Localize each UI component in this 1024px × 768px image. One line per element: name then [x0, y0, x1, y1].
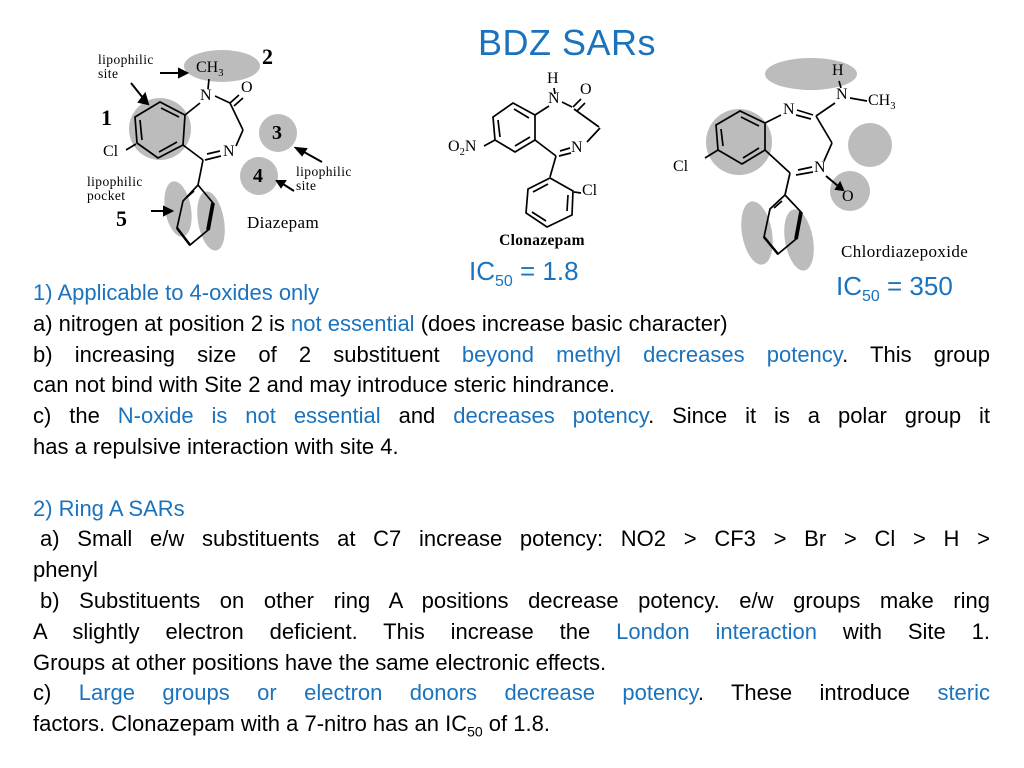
text-segment: and: [380, 403, 454, 429]
lipophilic-site-right-label: lipophilic site: [296, 164, 352, 193]
chlordiazepoxide-structure: H N CH3 N N O Cl Chlordiazepoxide IC50 =…: [665, 45, 1005, 305]
body-line: c) Large groups or electron donors decre…: [33, 678, 990, 709]
text-segment: (does increase basic character): [414, 310, 728, 336]
clonazepam-structure: H N O O2N N Cl Clonazepam IC50 = 1.8: [440, 65, 670, 300]
text-segment: factors. Clonazepam with a 7-nitro has a…: [33, 711, 468, 737]
diazepam-structure-drawing: [125, 50, 323, 251]
text-segment: . Since it is a polar group it: [648, 403, 990, 429]
text-segment: a) Small e/w substituents at C7 increase…: [40, 526, 990, 552]
body-line: 2) Ring A SARs: [33, 494, 990, 525]
n-oxide-arrow: [825, 175, 845, 192]
clonazepam-cl-label: Cl: [582, 182, 598, 199]
site-4-number: 4: [253, 165, 263, 187]
body-line: Groups at other positions have the same …: [33, 648, 990, 679]
body-line: A slightly electron deficient. This incr…: [33, 617, 990, 648]
diazepam-cl-label: Cl: [103, 143, 119, 160]
page-title: BDZ SARs: [478, 22, 657, 63]
chlordiazepoxide-amine-n-label: N: [836, 86, 848, 103]
text-segment: steric: [937, 680, 990, 706]
body-line: 1) Applicable to 4-oxides only: [33, 278, 990, 309]
body-line: phenyl: [33, 555, 990, 586]
lipophilic-site-top-label: lipophilic site: [98, 52, 154, 81]
text-segment: c): [33, 680, 79, 706]
body-line: a) nitrogen at position 2 is not essenti…: [33, 309, 990, 340]
diazepam-name: Diazepam: [247, 213, 320, 232]
chlordiazepoxide-oxide-o-label: O: [842, 188, 854, 205]
chlordiazepoxide-h-label: H: [832, 62, 844, 79]
lipophilic-pocket-label: lipophilic pocket: [87, 174, 143, 203]
diazepam-ch3-label: CH3: [196, 59, 224, 80]
text-segment: 1) Applicable to 4-oxides only: [33, 280, 320, 305]
clonazepam-name: Clonazepam: [499, 232, 585, 249]
text-segment: beyond methyl decreases potency: [461, 341, 843, 367]
chlordiazepoxide-n4-label: N: [814, 159, 826, 176]
text-segment: Large groups or electron donors decrease…: [78, 680, 698, 706]
clonazepam-h-label: H: [547, 70, 559, 87]
site-5-number: 5: [116, 206, 127, 231]
text-segment: has a repulsive interaction with site 4.: [33, 433, 399, 459]
text-segment: N-oxide is not essential: [117, 403, 381, 429]
text-segment: 50: [467, 723, 483, 740]
body-line: can not bind with Site 2 and may introdu…: [33, 370, 990, 401]
text-segment: not essential: [291, 310, 415, 336]
chlordiazepoxide-ic50: IC50 = 350: [836, 271, 953, 306]
text-segment: A slightly electron deficient. This incr…: [33, 618, 617, 644]
text-segment: b) Substituents on other ring A position…: [40, 587, 990, 613]
text-segment: 2) Ring A SARs: [33, 495, 185, 521]
text-segment: of 1.8.: [482, 711, 550, 737]
clonazepam-structure-drawing: [483, 87, 601, 228]
site-3-number: 3: [272, 122, 282, 144]
body-line: c) the N-oxide is not essential and decr…: [33, 401, 990, 432]
clonazepam-n4-label: N: [571, 139, 583, 156]
sar-notes-text: 1) Applicable to 4-oxides only a) nitroge…: [33, 278, 990, 740]
clonazepam-bonds: [483, 87, 601, 228]
diazepam-structure: lipophilic site CH3 2 N O 1 Cl 3 4 N 5 li…: [70, 45, 370, 255]
body-line: factors. Clonazepam with a 7-nitro has a…: [33, 709, 990, 740]
clonazepam-n1-label: N: [548, 90, 560, 107]
text-segment: a) nitrogen at position 2 is: [33, 310, 292, 336]
clonazepam-nitro-label: O2N: [448, 138, 477, 159]
chlordiazepoxide-structure-drawing: [704, 58, 892, 271]
body-line: b) Substituents on other ring A position…: [33, 586, 990, 617]
text-segment: London interaction: [616, 618, 817, 644]
text-segment: . These introduce: [697, 680, 938, 706]
diazepam-oxygen-label: O: [241, 79, 253, 96]
clonazepam-ic50: IC50 = 1.8: [469, 256, 579, 291]
chlordiazepoxide-name: Chlordiazepoxide: [841, 242, 969, 261]
chlordiazepoxide-cl-label: Cl: [673, 158, 689, 175]
chlordiazepoxide-ch3-label: CH3: [868, 92, 896, 113]
chlordiazepoxide-bonds: [704, 80, 868, 256]
clonazepam-oxygen-label: O: [580, 81, 592, 98]
diazepam-n1-label: N: [200, 87, 212, 104]
chlordiazepoxide-binding-site-shading: [706, 58, 892, 271]
text-segment: c) the: [33, 403, 118, 429]
diazepam-bonds: [125, 78, 244, 247]
chlordiazepoxide-n1-label: N: [783, 101, 795, 118]
text-segment: can not bind with Site 2 and may introdu…: [33, 372, 616, 398]
text-segment: b) increasing size of 2 substituent: [33, 341, 462, 367]
body-line: has a repulsive interaction with site 4.: [33, 432, 990, 463]
site-2-number: 2: [262, 44, 273, 69]
text-segment: Groups at other positions have the same …: [33, 649, 607, 675]
text-segment: decreases potency: [453, 403, 649, 429]
diazepam-n4-label: N: [223, 143, 235, 160]
body-line: b) increasing size of 2 substituent beyo…: [33, 340, 990, 371]
text-segment: . This group: [842, 341, 991, 367]
diazepam-annotation-arrows: [130, 67, 323, 217]
body-line: a) Small e/w substituents at C7 increase…: [33, 524, 990, 555]
text-segment: phenyl: [33, 557, 98, 583]
site-1-number: 1: [101, 105, 112, 130]
text-segment: with Site 1.: [816, 618, 991, 644]
